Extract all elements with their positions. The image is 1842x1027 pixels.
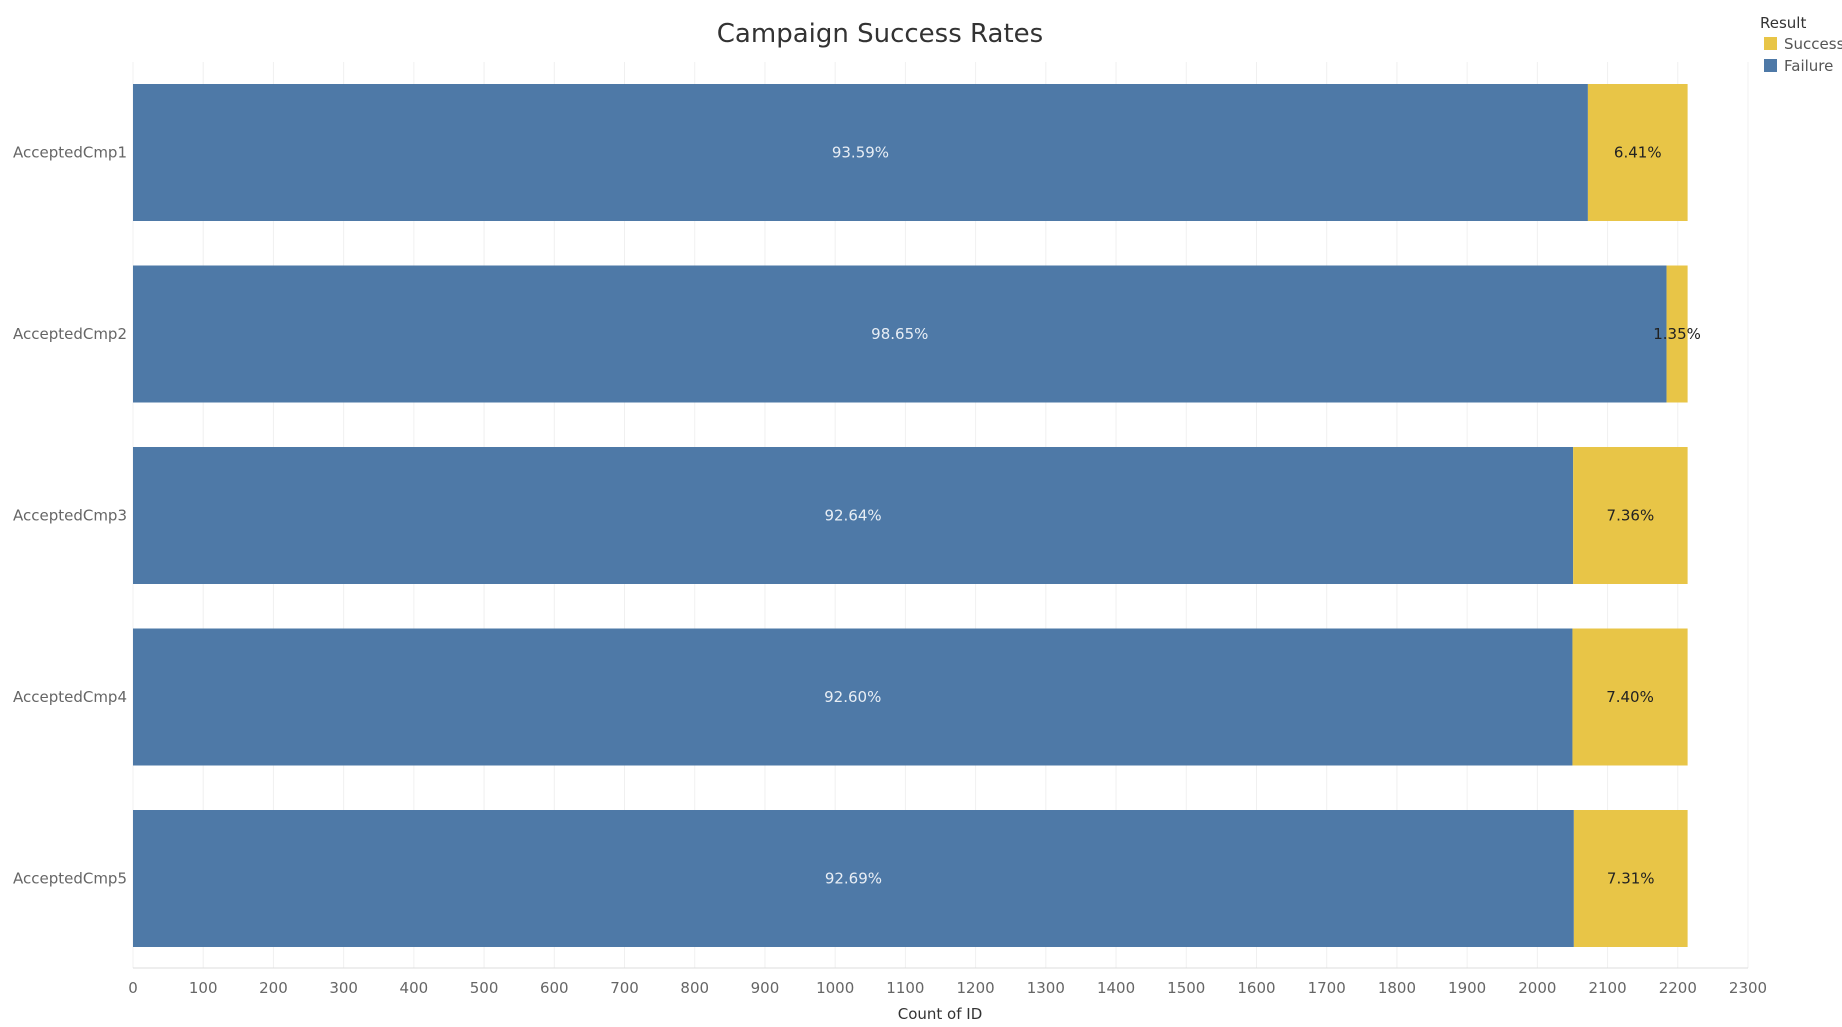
data-label-success: 7.31% bbox=[1607, 870, 1655, 888]
bar-success bbox=[1572, 628, 1688, 766]
legend-label-failure: Failure bbox=[1784, 57, 1833, 75]
x-tick-label: 1500 bbox=[1167, 979, 1205, 997]
bar-success bbox=[1573, 447, 1688, 584]
x-tick-label: 600 bbox=[540, 979, 569, 997]
data-label-success: 1.35% bbox=[1653, 325, 1701, 343]
category-label: AcceptedCmp2 bbox=[13, 325, 127, 343]
x-axis-title: Count of ID bbox=[898, 1005, 983, 1023]
bar-failure bbox=[133, 447, 1574, 584]
x-tick-label: 2200 bbox=[1659, 979, 1697, 997]
bar-failure bbox=[133, 84, 1588, 221]
bar-success bbox=[1666, 265, 1688, 403]
x-tick-label: 1900 bbox=[1448, 979, 1486, 997]
x-tick-label: 2100 bbox=[1588, 979, 1626, 997]
x-tick-label: 200 bbox=[259, 979, 288, 997]
x-tick-label: 2000 bbox=[1518, 979, 1556, 997]
legend-title: Result bbox=[1760, 14, 1806, 32]
category-label: AcceptedCmp3 bbox=[13, 507, 127, 525]
data-label-failure: 92.64% bbox=[824, 507, 881, 525]
x-tick-label: 1000 bbox=[816, 979, 854, 997]
x-tick-label: 2300 bbox=[1729, 979, 1767, 997]
category-label: AcceptedCmp5 bbox=[13, 870, 127, 888]
bar-success bbox=[1587, 84, 1688, 221]
bars bbox=[133, 84, 1688, 947]
category-label: AcceptedCmp4 bbox=[13, 688, 127, 706]
x-tick-label: 300 bbox=[329, 979, 358, 997]
x-tick-label: 1700 bbox=[1308, 979, 1346, 997]
bar-failure bbox=[133, 628, 1573, 766]
x-tick-label: 800 bbox=[680, 979, 709, 997]
x-tick-label: 1100 bbox=[886, 979, 924, 997]
legend-swatch-failure bbox=[1764, 59, 1777, 72]
data-label-failure: 93.59% bbox=[832, 144, 889, 162]
bar-failure bbox=[133, 265, 1667, 403]
x-axis-ticks: 0 100 200 300 400 500 600 700 800 900 1000 1100 1200… bbox=[128, 979, 1767, 997]
x-tick-label: 1300 bbox=[1027, 979, 1065, 997]
x-tick-label: 0 bbox=[128, 979, 138, 997]
category-labels: AcceptedCmp1 AcceptedCmp2 AcceptedCmp3 Acce… bbox=[13, 144, 127, 888]
x-tick-label: 1800 bbox=[1378, 979, 1416, 997]
x-tick-label: 400 bbox=[400, 979, 429, 997]
x-tick-label: 700 bbox=[610, 979, 639, 997]
bar-success bbox=[1573, 810, 1688, 947]
bar-failure bbox=[133, 810, 1574, 947]
data-label-failure: 98.65% bbox=[871, 325, 928, 343]
x-tick-label: 1200 bbox=[957, 979, 995, 997]
data-label-success: 6.41% bbox=[1614, 144, 1662, 162]
x-tick-label: 500 bbox=[470, 979, 499, 997]
x-tick-label: 100 bbox=[189, 979, 218, 997]
chart-title: Campaign Success Rates bbox=[717, 19, 1043, 49]
legend: Result Success Failure bbox=[1760, 14, 1842, 75]
legend-label-success: Success bbox=[1784, 35, 1842, 53]
x-tick-label: 1400 bbox=[1097, 979, 1135, 997]
category-label: AcceptedCmp1 bbox=[13, 144, 127, 162]
data-label-success: 7.40% bbox=[1606, 688, 1654, 706]
x-tick-label: 1600 bbox=[1237, 979, 1275, 997]
data-label-failure: 92.69% bbox=[825, 870, 882, 888]
legend-swatch-success bbox=[1764, 37, 1777, 50]
data-label-success: 7.36% bbox=[1607, 507, 1655, 525]
data-labels: 93.59% 6.41% 98.65% 1.35% 92.64% 7.36% 92.60% 7… bbox=[824, 144, 1701, 888]
data-label-failure: 92.60% bbox=[824, 688, 881, 706]
x-tick-label: 900 bbox=[751, 979, 780, 997]
